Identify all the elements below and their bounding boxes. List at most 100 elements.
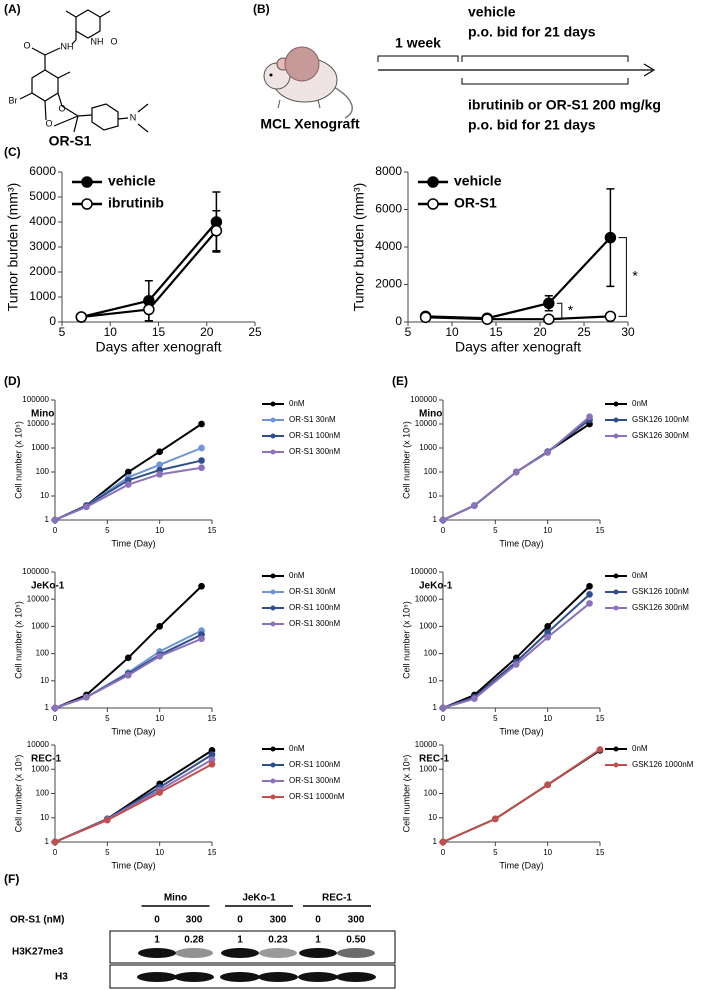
data-point	[471, 695, 478, 703]
legend-marker	[270, 401, 276, 407]
chart-title: REC-1	[31, 754, 61, 765]
x-tick-label: 0	[53, 714, 58, 723]
x-axis-label: Time (Day)	[499, 860, 543, 870]
legend-marker	[613, 589, 619, 595]
x-tick-label: 15	[152, 325, 166, 339]
data-point	[83, 503, 90, 511]
structure: O NH NH O Br O O N OR-S1	[9, 9, 149, 149]
legend-marker	[270, 621, 276, 627]
y-tick-label: 4000	[375, 239, 402, 253]
x-tick-label: 10	[104, 325, 118, 339]
legend-label: OR-S1 1000nM	[289, 792, 345, 801]
y-tick-label: 10000	[415, 740, 438, 749]
x-axis-label: Time (Day)	[111, 726, 155, 736]
y-tick-label: 100	[36, 789, 50, 798]
band	[337, 948, 375, 958]
dose-label: 0	[237, 915, 243, 926]
y-tick-label: 1000	[419, 443, 437, 452]
y-tick-label: 0	[49, 314, 56, 328]
y-tick-label: 1000	[31, 622, 49, 631]
y-tick-label: 10	[428, 491, 437, 500]
legend-marker	[81, 198, 93, 210]
band	[221, 948, 259, 958]
x-axis-label: Time (Day)	[499, 538, 543, 548]
x-axis-label: Days after xenograft	[455, 339, 581, 355]
chart-title: Mino	[31, 409, 54, 420]
y-tick-label: 10000	[27, 594, 50, 603]
data-point	[83, 693, 90, 701]
atom: NH	[61, 41, 74, 51]
y-tick-label: 0	[395, 314, 402, 328]
data-point	[51, 704, 59, 712]
data-point	[156, 448, 164, 456]
band	[258, 972, 298, 982]
data-point	[51, 516, 59, 524]
data-point	[439, 516, 447, 524]
bond	[137, 103, 149, 113]
x-tick-label: 15	[208, 714, 217, 723]
legend-label: vehicle	[454, 173, 502, 189]
ratio-label: 1	[237, 935, 243, 946]
data-point	[596, 746, 604, 753]
mouse-eye	[269, 73, 273, 77]
legend-marker	[270, 746, 276, 752]
x-tick-label: 15	[208, 526, 217, 535]
treatment-label: OR-S1 (nM)	[10, 915, 64, 926]
data-point	[512, 468, 520, 476]
bond	[77, 114, 93, 117]
x-tick-label: 5	[105, 714, 110, 723]
y-tick-label: 10000	[27, 419, 50, 428]
atom: N	[130, 112, 137, 122]
ratio-label: 1	[315, 935, 321, 946]
bond	[117, 117, 129, 120]
y-tick-label: 100	[424, 467, 438, 476]
y-axis-label: Tumor burden (mm³)	[351, 183, 367, 312]
data-point	[439, 838, 447, 846]
significance-bracket	[618, 237, 627, 317]
legend-label: 0nM	[289, 399, 305, 408]
data-point	[208, 760, 216, 768]
panel-label: (F)	[4, 872, 19, 886]
interval-label: 1 week	[395, 35, 441, 51]
dose-label: 0	[154, 915, 160, 926]
y-tick-label: 1	[433, 837, 438, 846]
data-point	[543, 297, 555, 309]
significance-label: *	[568, 302, 574, 318]
legend-label: OR-S1 30nM	[289, 415, 336, 424]
bond	[71, 39, 77, 45]
y-tick-label: 1	[433, 703, 438, 712]
y-tick-label: 10000	[415, 419, 438, 428]
x-tick-label: 10	[155, 848, 164, 857]
data-point	[198, 420, 205, 428]
bond	[73, 115, 79, 133]
data-point	[586, 600, 593, 607]
y-tick-label: 1000	[31, 443, 49, 452]
legend-marker	[270, 762, 276, 768]
data-point	[481, 313, 493, 325]
y-tick-label: 8000	[375, 164, 402, 178]
legend-label: OR-S1	[454, 195, 497, 211]
y-tick-label: 4000	[29, 214, 56, 228]
y-tick-label: 10000	[27, 740, 50, 749]
data-point	[544, 449, 552, 456]
x-tick-label: 0	[53, 526, 58, 535]
y-axis-label: Cell number (x 10⁵)	[13, 421, 23, 499]
legend-label: GSK126 100nM	[632, 415, 689, 424]
data-point	[544, 623, 552, 630]
legend-label: ibrutinib	[108, 195, 164, 211]
x-tick-label: 15	[596, 714, 605, 723]
chart-title: REC-1	[419, 754, 449, 765]
y-tick-label: 6000	[29, 164, 56, 178]
mouse-leg	[317, 99, 321, 109]
x-tick-label: 25	[248, 325, 262, 339]
data-point	[586, 582, 593, 590]
legend-label: 0nM	[632, 571, 648, 580]
dose-label: 0	[315, 915, 321, 926]
y-tick-label: 3000	[29, 239, 56, 253]
data-point	[103, 816, 111, 824]
panel-label: (B)	[253, 2, 270, 16]
legend-label: OR-S1 30nM	[289, 587, 336, 596]
ratio-label: 1	[154, 935, 160, 946]
panel-label: (E)	[392, 374, 408, 388]
